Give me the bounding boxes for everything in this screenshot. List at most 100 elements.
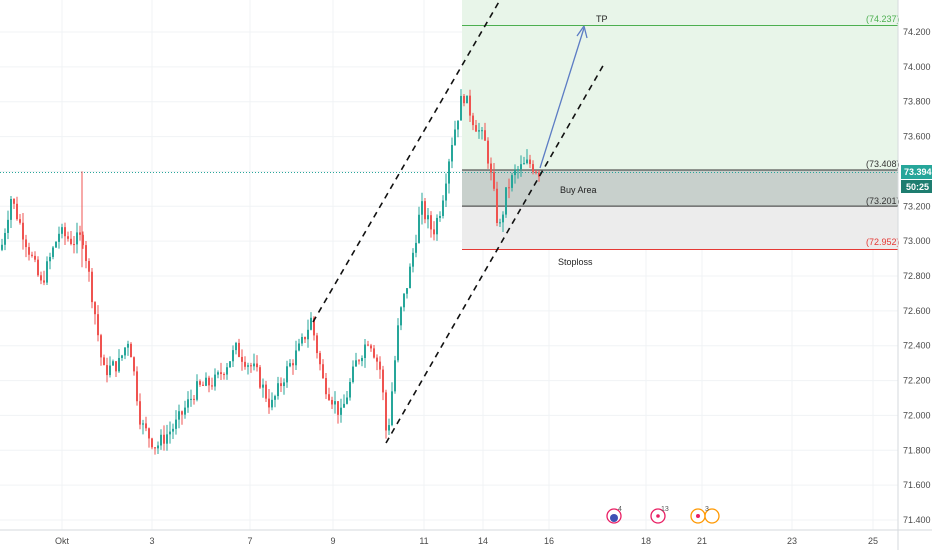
candle-body <box>232 350 234 362</box>
candle <box>472 112 474 131</box>
candle-body <box>166 434 168 444</box>
candle <box>517 166 519 179</box>
candle <box>538 169 540 182</box>
candle <box>448 158 450 194</box>
candle-body <box>451 145 453 162</box>
candle-body <box>22 222 24 240</box>
candle <box>265 380 267 402</box>
candle-body <box>292 363 294 366</box>
candle-body <box>49 256 51 262</box>
y-tick-label: 71.800 <box>903 445 931 455</box>
candle-body <box>187 399 189 408</box>
candle <box>445 173 447 208</box>
last-price-badge: 73.394 50:25 <box>901 165 932 193</box>
candle <box>28 242 30 261</box>
candle <box>136 366 138 406</box>
candle-body <box>394 360 396 392</box>
y-tick-label: 73.800 <box>903 97 931 107</box>
economic-events: 4 13 3 <box>606 506 720 524</box>
candle <box>100 333 102 366</box>
candle-body <box>46 261 48 283</box>
candle-body <box>499 222 501 224</box>
y-tick-label: 71.600 <box>903 480 931 490</box>
candle <box>154 446 156 455</box>
candle-body <box>88 261 90 272</box>
event-marker-3[interactable]: 3 <box>690 506 720 524</box>
candle-body <box>223 374 225 376</box>
candle-body <box>25 239 27 248</box>
candle-body <box>412 252 414 267</box>
candle <box>106 357 108 383</box>
candle <box>160 429 162 450</box>
candle-body <box>313 317 315 336</box>
candle <box>406 288 408 299</box>
candle <box>34 251 36 263</box>
candle <box>439 211 441 222</box>
candle-body <box>331 399 333 405</box>
candle <box>415 234 417 258</box>
candle-body <box>67 236 69 239</box>
candle <box>238 338 240 358</box>
candle-body <box>526 159 528 164</box>
candle <box>481 127 483 140</box>
candle-body <box>64 227 66 237</box>
candle-body <box>490 163 492 173</box>
candle <box>13 198 15 210</box>
candle <box>142 419 144 435</box>
candle <box>400 306 402 331</box>
candle-body <box>397 325 399 361</box>
candle <box>502 211 504 232</box>
event-marker-2[interactable]: 13 <box>650 506 669 524</box>
candle <box>232 345 234 368</box>
candle <box>193 395 195 405</box>
candle-body <box>97 314 99 336</box>
candle-body <box>16 203 18 220</box>
candle <box>229 360 231 368</box>
candle-body <box>106 365 108 376</box>
candle-body <box>487 140 489 164</box>
x-tick-label: 9 <box>330 536 335 546</box>
candle-body <box>79 232 81 235</box>
candle-body <box>199 381 201 385</box>
candle <box>109 356 111 378</box>
candle-body <box>502 214 504 223</box>
candle-body <box>277 383 279 397</box>
zone-labels: TP Buy Area Stoploss (74.237) (73.408) (… <box>558 14 900 267</box>
candle <box>67 231 69 242</box>
candle-body <box>436 217 438 235</box>
candle <box>487 137 489 169</box>
candle <box>64 222 66 245</box>
candle <box>514 164 516 184</box>
candle <box>373 344 375 359</box>
candle-body <box>85 245 87 262</box>
candle-body <box>376 357 378 362</box>
candle <box>322 359 324 380</box>
event-marker-1[interactable]: 4 <box>606 506 622 524</box>
svg-text:50:25: 50:25 <box>906 182 929 192</box>
candle <box>328 387 330 402</box>
candle <box>244 356 246 370</box>
candle <box>205 372 207 387</box>
candle-body <box>10 198 12 220</box>
svg-text:4: 4 <box>618 506 622 513</box>
candle <box>94 301 96 325</box>
channel-upper-line <box>312 0 501 323</box>
candle <box>367 340 369 347</box>
buy-area-zone <box>462 170 898 207</box>
candle-body <box>28 247 30 255</box>
candle <box>40 271 42 285</box>
candle <box>430 211 432 238</box>
candle-body <box>184 407 186 415</box>
candle-body <box>409 266 411 289</box>
candle-body <box>268 398 270 408</box>
candle <box>166 424 168 451</box>
candle <box>493 163 495 192</box>
candle <box>1 238 3 252</box>
candle <box>484 122 486 141</box>
candle <box>385 389 387 439</box>
candle <box>184 400 186 419</box>
candle <box>475 119 477 132</box>
candle-body <box>283 382 285 387</box>
tp-arrow-head <box>576 25 588 39</box>
